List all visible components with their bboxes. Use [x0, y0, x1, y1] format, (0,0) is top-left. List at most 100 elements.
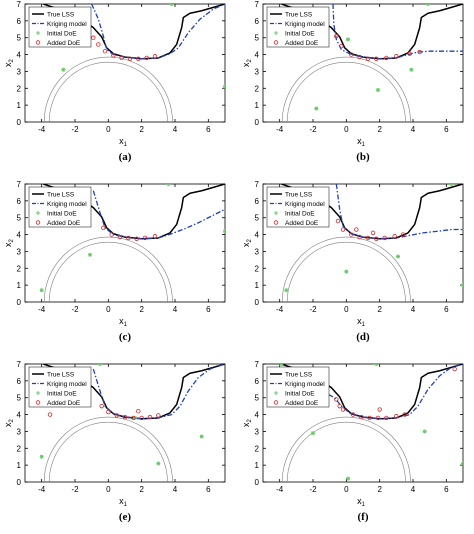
- legend-swatch-added-doe: [35, 40, 41, 45]
- initial-doe-marker: [279, 364, 283, 366]
- added-doe-point: [365, 235, 371, 241]
- x-tick-label: -4: [38, 125, 46, 134]
- added-doe-point: [119, 55, 124, 61]
- x-tick-label: 6: [206, 305, 211, 314]
- initial-doe-marker: [223, 230, 225, 234]
- added-doe-point: [126, 235, 131, 241]
- initial-doe-point: [346, 476, 350, 481]
- legend-label: Added DoE: [47, 400, 81, 407]
- y-axis-label: x2: [3, 419, 15, 428]
- initial-doe-marker: [223, 229, 225, 232]
- initial-doe-marker: [450, 184, 454, 186]
- initial-doe-marker: [169, 4, 173, 6]
- added-doe-point: [340, 407, 346, 412]
- added-doe-point: [394, 54, 399, 59]
- y-tick-label: 4: [255, 411, 260, 420]
- initial-doe-marker: [426, 4, 429, 6]
- x-tick-label: -2: [309, 305, 317, 314]
- y-axis-label: x2: [241, 239, 253, 248]
- x-tick-label: 4: [173, 485, 178, 494]
- y-tick-label: 3: [17, 427, 22, 436]
- y-tick-label: 2: [255, 84, 260, 93]
- limit-state-circle: [48, 421, 168, 482]
- x-tick-label: 0: [106, 125, 111, 134]
- legend-label: Added DoE: [47, 220, 81, 227]
- added-doe-point: [349, 232, 354, 237]
- initial-doe-point: [166, 184, 171, 186]
- initial-doe-point: [311, 431, 315, 436]
- initial-doe-marker: [396, 254, 400, 259]
- initial-doe-marker: [156, 461, 161, 466]
- y-tick-label: 5: [255, 34, 260, 43]
- legend-swatch-added-doe: [273, 220, 279, 225]
- x-tick-label: 4: [173, 125, 178, 134]
- added-doe-point: [152, 234, 158, 239]
- y-axis-label: x2: [3, 59, 15, 68]
- initial-doe-marker: [61, 67, 66, 72]
- y-tick-label: 5: [17, 34, 22, 43]
- initial-doe-point: [409, 67, 414, 72]
- initial-doe-point: [169, 4, 174, 6]
- x-tick-label: 0: [344, 125, 349, 134]
- x-tick-label: -4: [276, 125, 284, 134]
- initial-doe-point: [39, 288, 44, 293]
- y-tick-label: 3: [255, 247, 260, 256]
- added-doe-point: [117, 234, 123, 240]
- initial-doe-marker: [422, 429, 427, 434]
- legend-label: Initial DoE: [47, 391, 77, 398]
- y-tick-label: 6: [17, 17, 22, 26]
- added-doe-point: [136, 409, 141, 414]
- added-doe-point: [122, 414, 128, 420]
- x-tick-label: 6: [444, 125, 449, 134]
- y-tick-label: 3: [255, 427, 260, 436]
- x-axis-label: x1: [119, 136, 128, 148]
- x-tick-label: 2: [377, 485, 382, 494]
- initial-doe-marker: [88, 252, 92, 257]
- added-doe-point: [349, 52, 354, 57]
- initial-doe-marker: [344, 269, 349, 274]
- y-axis-label: x2: [241, 419, 253, 428]
- y-tick-label: 1: [17, 281, 22, 290]
- initial-doe-point: [422, 429, 427, 434]
- y-tick-label: 1: [17, 461, 22, 470]
- initial-doe-point: [346, 37, 350, 42]
- y-tick-label: 3: [17, 247, 22, 256]
- y-tick-label: 7: [17, 180, 22, 189]
- added-doe-point: [134, 236, 139, 241]
- added-doe-point: [370, 230, 376, 236]
- added-doe-point: [47, 412, 53, 417]
- x-tick-label: 4: [411, 125, 416, 134]
- initial-doe-marker: [409, 67, 414, 72]
- legend-label: Initial DoE: [47, 31, 77, 38]
- added-doe-point: [334, 33, 339, 39]
- panel-caption: (b): [356, 151, 370, 163]
- x-axis-label-subscript: 1: [362, 502, 366, 508]
- added-doe-point: [400, 232, 406, 237]
- x-tick-label: -2: [71, 485, 79, 494]
- y-tick-label: 4: [17, 51, 22, 60]
- y-tick-label: 1: [255, 281, 260, 290]
- added-doe-point: [374, 56, 379, 61]
- y-axis-label-subscript: 2: [9, 59, 15, 63]
- initial-doe-marker: [461, 284, 463, 287]
- added-doe-point: [375, 415, 381, 421]
- added-doe-point: [384, 415, 389, 421]
- x-axis-label-subscript: 1: [124, 502, 128, 508]
- added-doe-point: [365, 56, 371, 61]
- added-doe-point: [142, 235, 148, 241]
- x-tick-label: 0: [344, 305, 349, 314]
- initial-doe-marker: [375, 364, 379, 366]
- added-doe-point: [114, 413, 119, 418]
- x-axis-label: x1: [357, 496, 366, 508]
- x-tick-label: 2: [139, 125, 144, 134]
- initial-doe-point: [426, 4, 430, 6]
- initial-doe-marker: [346, 37, 350, 42]
- limit-state-circle: [48, 241, 168, 302]
- added-doe-point: [377, 407, 382, 412]
- initial-doe-point: [314, 106, 319, 111]
- initial-doe-marker: [314, 106, 319, 111]
- y-tick-label: 6: [17, 377, 22, 386]
- initial-doe-marker: [39, 454, 44, 459]
- legend-label: Kriging model: [47, 201, 87, 208]
